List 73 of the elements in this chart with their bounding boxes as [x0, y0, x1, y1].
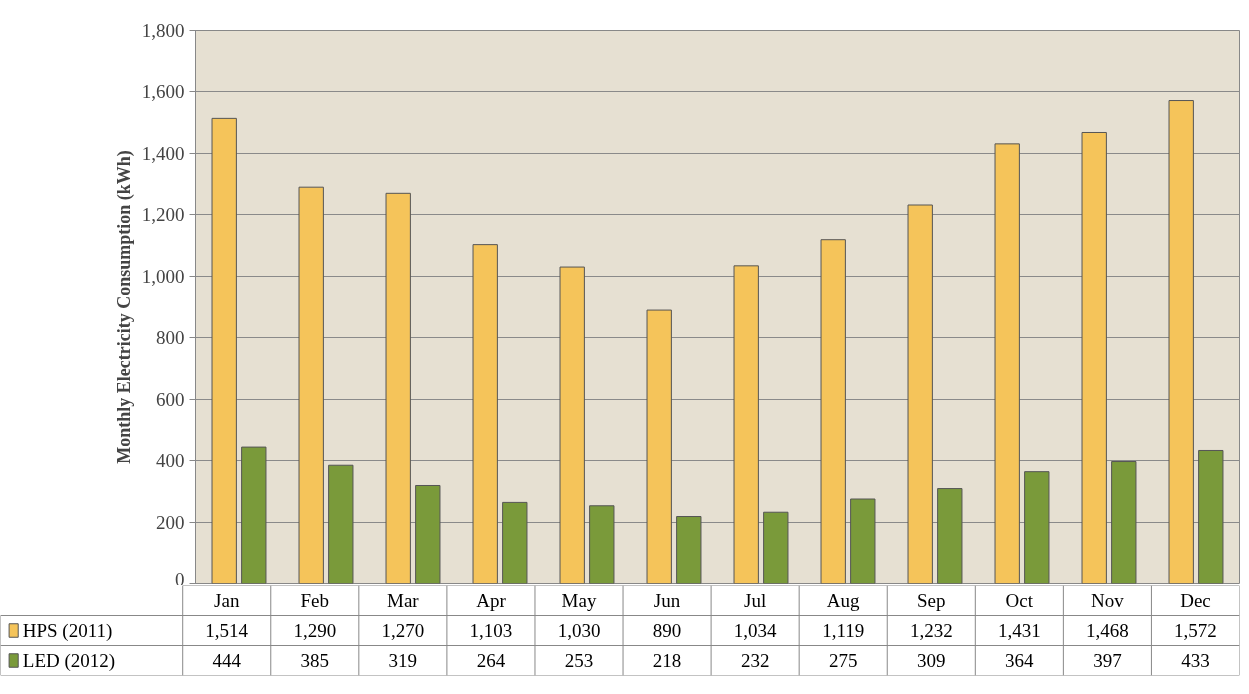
bar — [820, 239, 846, 584]
bar — [994, 143, 1020, 584]
bar — [559, 266, 585, 584]
x-tick-label: Sep — [917, 590, 946, 611]
data-label: 1,232 — [909, 620, 953, 641]
x-tick-label: Nov — [1091, 590, 1125, 611]
y-tick-label: 1,400 — [141, 142, 185, 164]
bar — [937, 488, 963, 584]
bar — [1081, 132, 1107, 584]
data-label: 1,030 — [557, 620, 601, 641]
data-label: 1,514 — [205, 620, 249, 641]
data-label: 1,103 — [469, 620, 513, 641]
x-tick-label: Jan — [214, 590, 240, 611]
bar — [385, 192, 411, 584]
data-label: 264 — [476, 650, 506, 671]
data-label: 433 — [1181, 650, 1210, 671]
x-tick-label: Dec — [1180, 590, 1211, 611]
y-tick-label: 400 — [156, 450, 185, 472]
data-label: 890 — [652, 620, 682, 641]
data-label: 444 — [212, 650, 242, 671]
data-label: 1,572 — [1174, 620, 1217, 641]
data-label: 1,119 — [822, 620, 865, 641]
data-label: 397 — [1093, 650, 1122, 671]
x-tick-label: Aug — [826, 590, 861, 611]
y-tick-label: 200 — [156, 511, 185, 533]
bar — [763, 511, 789, 584]
data-label: 309 — [917, 650, 946, 671]
bar — [646, 309, 672, 584]
y-axis-title: Monthly Electricity Consumption (kWh) — [113, 150, 135, 464]
legend-label: HPS (2011) — [22, 620, 113, 642]
x-tick-label: Oct — [1005, 590, 1034, 611]
y-tick-label: 600 — [156, 388, 185, 410]
bar — [1111, 461, 1137, 584]
bar — [328, 464, 354, 584]
bar — [589, 505, 615, 584]
data-label: 1,431 — [997, 620, 1041, 641]
bar — [850, 498, 876, 584]
y-tick-label: 1,600 — [141, 81, 185, 103]
y-tick-label: 1,000 — [141, 265, 185, 287]
x-tick-label: Apr — [476, 590, 507, 611]
y-tick-label: 0 — [175, 568, 185, 590]
bar — [472, 244, 498, 584]
bar — [907, 204, 933, 584]
bar — [415, 485, 441, 584]
data-label: 218 — [652, 650, 682, 671]
data-label: 385 — [300, 650, 330, 671]
bar — [1198, 449, 1224, 584]
data-label: 1,468 — [1086, 620, 1129, 641]
bar — [676, 516, 702, 584]
x-tick-label: May — [561, 590, 597, 611]
x-tick-label: Jun — [653, 590, 681, 611]
y-tick-label: 1,800 — [141, 20, 185, 41]
bar — [1024, 471, 1050, 584]
bar — [502, 501, 528, 584]
bar — [211, 117, 237, 584]
x-tick-label: Feb — [300, 590, 330, 611]
data-label: 275 — [828, 650, 858, 671]
data-label: 232 — [740, 650, 770, 671]
x-tick-label: Jul — [744, 590, 767, 611]
data-label: 1,034 — [733, 620, 778, 641]
x-tick-label: Mar — [387, 590, 420, 611]
y-tick-label: 1,200 — [141, 204, 185, 226]
bar — [298, 186, 324, 584]
bar — [1168, 100, 1194, 584]
data-label: 364 — [1005, 650, 1035, 671]
bar — [733, 265, 759, 584]
legend-label: LED (2012) — [22, 650, 116, 672]
data-label: 1,270 — [381, 620, 425, 641]
data-label: 1,290 — [293, 620, 337, 641]
bar — [241, 446, 267, 584]
data-label: 253 — [564, 650, 594, 671]
data-label: 319 — [388, 650, 418, 671]
y-tick-label: 800 — [156, 327, 185, 349]
